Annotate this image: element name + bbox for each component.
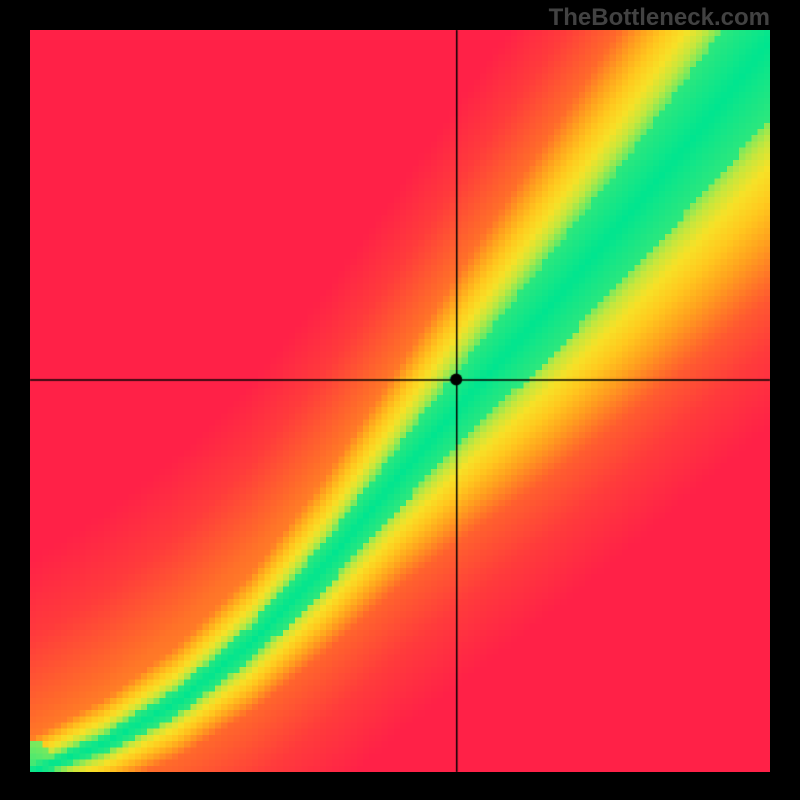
bottleneck-heatmap bbox=[30, 30, 770, 772]
watermark-text: TheBottleneck.com bbox=[549, 4, 770, 32]
chart-container: { "meta": { "type": "heatmap", "descript… bbox=[0, 0, 800, 800]
